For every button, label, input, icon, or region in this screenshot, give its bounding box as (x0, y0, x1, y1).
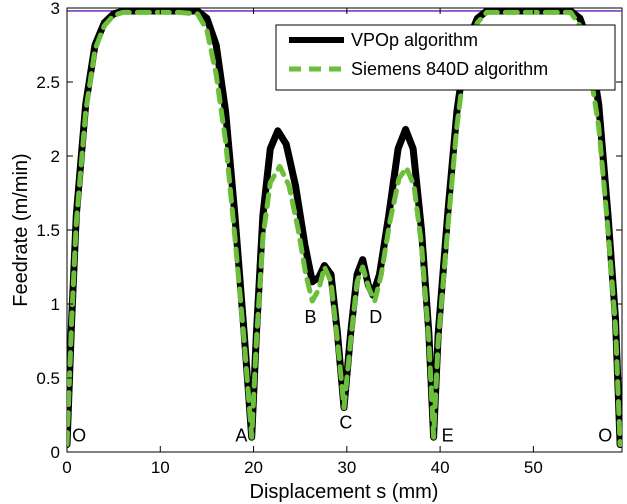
y-tick-label: 1.5 (36, 221, 60, 240)
x-tick-label: 50 (524, 458, 543, 477)
x-tick-label: 30 (337, 458, 356, 477)
y-tick-label: 0 (51, 443, 60, 462)
series-line-siemens (67, 9, 622, 448)
x-tick-label: 10 (151, 458, 170, 477)
point-label-a: A (235, 426, 247, 446)
x-tick-label: 20 (244, 458, 263, 477)
y-tick-label: 1 (51, 295, 60, 314)
legend: VPOp algorithm Siemens 840D algorithm (275, 24, 616, 91)
point-label-c: C (339, 412, 352, 432)
y-tick-label: 2.5 (36, 73, 60, 92)
legend-box (275, 24, 616, 91)
y-tick-label: 3 (51, 0, 60, 18)
point-label-d: D (369, 307, 382, 327)
y-axis-ticks: 0 0.5 1 1.5 2 2.5 3 (36, 0, 622, 462)
legend-label-siemens: Siemens 840D algorithm (351, 59, 548, 79)
point-label-o: O (598, 426, 612, 446)
point-annotations: O A B C D E O (72, 307, 612, 445)
series-layer (67, 8, 622, 449)
y-tick-label: 2 (51, 147, 60, 166)
y-axis-label: Feedrate (m/min) (10, 153, 32, 306)
y-tick-label: 0.5 (36, 369, 60, 388)
x-tick-label: 0 (62, 458, 71, 477)
x-axis-label: Displacement s (mm) (250, 481, 439, 503)
point-label-b: B (304, 307, 316, 327)
legend-label-vpop: VPOp algorithm (351, 30, 478, 50)
x-axis-ticks: 0 10 20 30 40 50 (62, 8, 543, 477)
x-tick-label: 40 (431, 458, 450, 477)
point-label-o: O (72, 426, 86, 446)
point-label-e: E (442, 426, 454, 446)
